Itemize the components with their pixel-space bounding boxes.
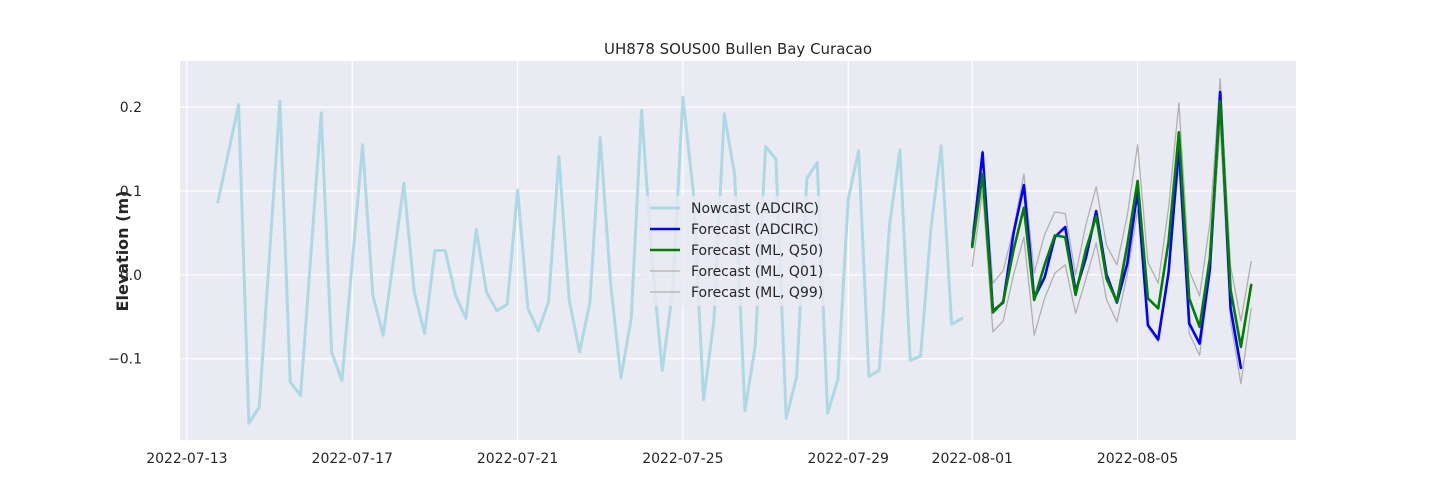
- legend-label-1: Forecast (ADCIRC): [691, 222, 819, 238]
- series-line-4: [971, 77, 1252, 322]
- y-tick-label: 0.1: [120, 184, 142, 200]
- y-tick-label: 0.2: [120, 100, 142, 116]
- x-tick-label: 2022-08-01: [932, 451, 1013, 467]
- x-tick-label: 2022-07-17: [312, 451, 393, 467]
- legend-box: [640, 196, 830, 306]
- legend-label-3: Forecast (ML, Q01): [691, 264, 823, 280]
- legend-label-0: Nowcast (ADCIRC): [691, 201, 819, 217]
- legend: Nowcast (ADCIRC) Forecast (ADCIRC) Forecas…: [640, 196, 830, 306]
- y-tick-label: 0.0: [120, 268, 142, 284]
- chart-title: UH878 SOUS00 Bullen Bay Curacao: [604, 40, 872, 58]
- y-axis-ticks: −0.1 0.0 0.1 0.2: [108, 100, 142, 368]
- series-line-2: [970, 99, 1253, 349]
- grid-lines: [180, 61, 1296, 440]
- x-tick-label: 2022-07-25: [642, 451, 723, 467]
- x-tick-label: 2022-07-13: [146, 451, 227, 467]
- x-tick-label: 2022-07-29: [808, 451, 889, 467]
- x-axis-ticks: 2022-07-13 2022-07-17 2022-07-21 2022-07-25…: [146, 451, 1178, 467]
- y-tick-label: −0.1: [108, 352, 142, 368]
- y-axis-label: Elevation (m): [113, 191, 132, 312]
- x-tick-label: 2022-07-21: [477, 451, 558, 467]
- legend-label-4: Forecast (ML, Q99): [691, 285, 823, 301]
- legend-label-2: Forecast (ML, Q50): [691, 243, 823, 259]
- series-line-0: [216, 95, 964, 425]
- x-tick-label: 2022-08-05: [1097, 451, 1178, 467]
- series-layer: [216, 77, 1253, 425]
